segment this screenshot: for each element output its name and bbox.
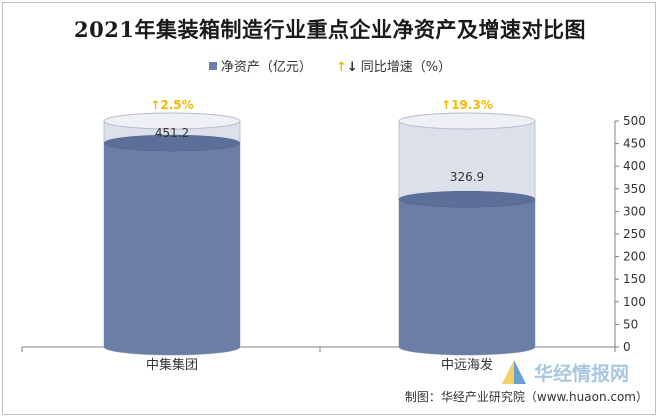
y-tick-label: 450 xyxy=(623,137,646,151)
x-category-label: 中远海发 xyxy=(441,357,493,373)
legend: 净资产（亿元） ↑↓ 同比增速（%） xyxy=(0,56,660,75)
y-tick-label: 100 xyxy=(623,295,646,309)
y-tick-label: 200 xyxy=(623,250,646,264)
bar-value-label: 326.9 xyxy=(450,170,484,184)
huajing-logo-icon xyxy=(502,360,526,384)
watermark-text: 华经情报网 xyxy=(534,362,630,385)
y-tick-label: 400 xyxy=(623,159,646,173)
bar-shell-top xyxy=(398,112,536,130)
growth-label: ↑2.5% xyxy=(150,98,193,112)
bar-top xyxy=(103,134,241,152)
y-tick-label: 500 xyxy=(623,114,646,128)
bar xyxy=(399,199,535,355)
y-tick-label: 0 xyxy=(623,340,631,354)
y-tick-label: 250 xyxy=(623,227,646,241)
bar xyxy=(104,143,240,355)
y-tick-label: 300 xyxy=(623,204,646,218)
bar-top xyxy=(398,190,536,208)
up-down-arrows-icon: ↑↓ xyxy=(335,60,358,75)
legend-item-growth: ↑↓ 同比增速（%） xyxy=(336,56,451,75)
legend-label-net-assets: 净资产（亿元） xyxy=(220,60,312,75)
x-category-label: 中集集团 xyxy=(146,357,198,373)
growth-label: ↑19.3% xyxy=(441,98,493,112)
legend-swatch-net-assets xyxy=(208,62,217,70)
legend-label-growth: 同比增速（%） xyxy=(360,60,452,75)
chart-title: 2021年集装箱制造行业重点企业净资产及增速对比图 xyxy=(74,17,586,42)
y-tick-label: 350 xyxy=(623,182,646,196)
source-credit: 制图：华经产业研究院（www.huaon.com） xyxy=(404,390,648,404)
y-tick-label: 50 xyxy=(623,317,638,331)
bar-shell-top xyxy=(103,112,241,130)
legend-item-net-assets: 净资产（亿元） xyxy=(208,56,312,75)
watermark: 华经情报网 xyxy=(500,358,629,386)
bar-value-label: 451.2 xyxy=(155,126,189,140)
y-tick-label: 150 xyxy=(623,272,646,286)
